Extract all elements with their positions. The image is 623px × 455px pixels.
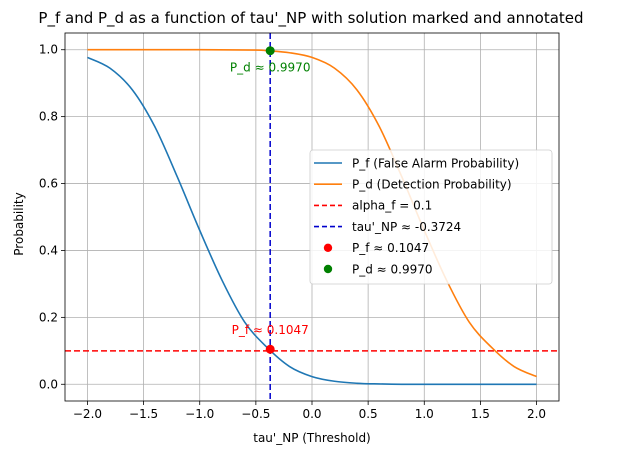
series-line-p-d [87, 48, 537, 378]
legend-entry-series: P_f (False Alarm Probability) [314, 156, 519, 170]
annotation-p-d: P_d ≈ 0.9970 [230, 61, 311, 75]
x-tick-label: −1.5 [129, 407, 158, 421]
x-tick-label: 1.5 [471, 407, 490, 421]
x-tick-label: 0.0 [302, 407, 321, 421]
x-axis-title: tau'_NP (Threshold) [253, 431, 371, 445]
legend-label: P_f ≈ 0.1047 [352, 241, 429, 255]
y-tick-label: 0.0 [39, 377, 58, 391]
annotations: P_f ≈ 0.1047 P_d ≈ 0.9970 [230, 61, 311, 338]
x-axis-ticks: −2.0 −1.5 −1.0 −0.5 0.0 0.5 1.0 1.5 2.0 [73, 401, 546, 421]
legend-label: P_d (Detection Probability) [352, 178, 512, 192]
series-line-p-f [87, 56, 537, 386]
legend: P_f (False Alarm Probability) P_d (Detect… [309, 149, 553, 285]
legend-entry-reference: alpha_f = 0.1 [314, 199, 432, 213]
chart-title: P_f and P_d as a function of tau'_NP wit… [38, 9, 583, 28]
y-tick-label: 0.2 [39, 310, 58, 324]
legend-entry-reference: tau'_NP ≈ -0.3724 [314, 220, 461, 234]
x-tick-label: −2.0 [73, 407, 102, 421]
point-p-f [265, 344, 275, 354]
x-tick-label: 1.0 [415, 407, 434, 421]
reference-lines [65, 33, 559, 401]
legend-entry-point: P_d ≈ 0.9970 [323, 262, 433, 276]
legend-box [309, 149, 553, 285]
point-p-d [265, 46, 275, 56]
y-tick-label: 0.6 [39, 177, 58, 191]
legend-swatch [323, 264, 333, 274]
solution-points [265, 46, 275, 354]
x-tick-label: 0.5 [359, 407, 378, 421]
legend-entry-point: P_f ≈ 0.1047 [323, 241, 429, 255]
legend-label: alpha_f = 0.1 [352, 199, 432, 213]
annotation-p-f: P_f ≈ 0.1047 [232, 323, 309, 337]
legend-label: tau'_NP ≈ -0.3724 [352, 220, 461, 234]
x-tick-label: −1.0 [185, 407, 214, 421]
series-lines [87, 48, 537, 386]
y-axis-title: Probability [12, 192, 26, 255]
legend-entry-series: P_d (Detection Probability) [314, 178, 512, 192]
legend-label: P_d ≈ 0.9970 [352, 262, 433, 276]
y-axis-ticks: 0.0 0.2 0.4 0.6 0.8 1.0 [39, 43, 65, 391]
legend-swatch [323, 243, 333, 252]
y-tick-label: 0.8 [39, 110, 58, 124]
x-tick-label: 2.0 [527, 407, 546, 421]
legend-label: P_f (False Alarm Probability) [352, 156, 519, 170]
y-tick-label: 0.4 [39, 243, 58, 257]
y-tick-label: 1.0 [39, 43, 58, 57]
x-tick-label: −0.5 [241, 407, 270, 421]
